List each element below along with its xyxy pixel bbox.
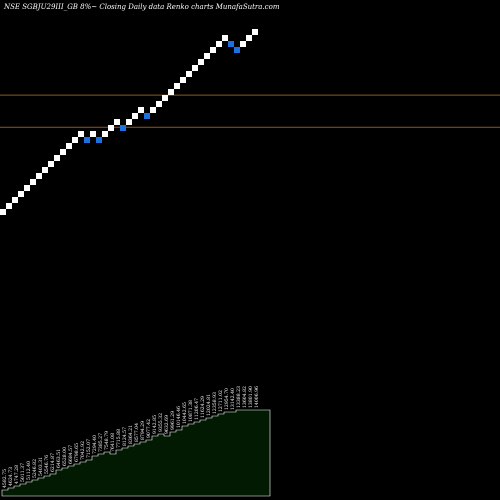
volume-label-35: 12358.93 [212, 392, 218, 414]
renko-brick-20 [120, 125, 126, 131]
renko-brick-15 [90, 131, 96, 137]
volume-label-28: 9961.29 [170, 411, 176, 430]
renko-brick-26 [156, 101, 162, 107]
volume-label-17: 7548.79 [104, 431, 110, 450]
renko-brick-24 [144, 113, 150, 119]
renko-brick-29 [174, 83, 180, 89]
renko-brick-36 [216, 41, 222, 47]
renko-brick-37 [222, 35, 228, 41]
volume-label-34: 12024.81 [206, 394, 212, 416]
renko-brick-10 [60, 149, 66, 155]
renko-brick-27 [162, 95, 168, 101]
volume-label-42: 14006.96 [254, 386, 260, 408]
renko-brick-0 [0, 209, 6, 215]
renko-brick-12 [72, 137, 78, 143]
volume-label-31: 10871.38 [188, 400, 194, 422]
volume-label-6: 5403.31 [38, 457, 44, 476]
volume-label-3: 5011.37 [20, 463, 26, 482]
volume-label-1: 4624.73 [8, 467, 14, 486]
renko-brick-7 [42, 167, 48, 173]
renko-brick-21 [126, 119, 132, 125]
volume-label-12: 6798.65 [74, 443, 80, 462]
volume-label-15: 7294.40 [92, 435, 98, 454]
renko-brick-17 [102, 131, 108, 137]
volume-label-8: 6214.87 [50, 453, 56, 472]
reference-lines [0, 94, 500, 128]
renko-brick-23 [138, 107, 144, 113]
renko-brick-5 [30, 179, 36, 185]
renko-brick-8 [48, 161, 54, 167]
volume-histogram [1, 409, 271, 497]
renko-brick-42 [252, 29, 258, 35]
volume-area [1, 409, 271, 497]
volume-label-9: 6463.51 [56, 449, 62, 468]
volume-label-37: 12954.70 [224, 388, 230, 410]
volume-label-23: 8794.29 [140, 421, 146, 440]
volume-label-38: 13142.40 [230, 388, 236, 410]
volume-label-22: 8577.04 [134, 423, 140, 442]
volume-label-33: 11624.29 [200, 396, 206, 418]
renko-brick-33 [198, 59, 204, 65]
volume-label-39: 13388.23 [236, 386, 242, 408]
volume-label-40: 13604.82 [242, 386, 248, 408]
volume-label-24: 9077.42 [146, 419, 152, 438]
renko-brick-32 [192, 65, 198, 71]
volume-label-13: 7042.92 [80, 441, 86, 460]
volume-label-26: 9355.32 [158, 413, 164, 432]
volume-label-2: 4747.28 [14, 465, 20, 484]
volume-label-14: 7152.07 [86, 439, 92, 458]
renko-brick-1 [6, 203, 12, 209]
renko-brick-28 [168, 89, 174, 95]
volume-label-4: 5112.40 [26, 461, 32, 480]
volume-label-32: 11206.47 [194, 398, 200, 420]
renko-brick-13 [78, 131, 84, 137]
volume-label-18: 7641.08 [110, 433, 116, 452]
volume-label-11: 6684.57 [68, 445, 74, 464]
renko-brick-11 [66, 143, 72, 149]
volume-label-7: 5546.76 [44, 455, 50, 474]
renko-brick-9 [54, 155, 60, 161]
volume-label-36: 12711.02 [218, 390, 224, 412]
renko-brick-3 [18, 191, 24, 197]
renko-brick-16 [96, 137, 102, 143]
renko-brick-18 [108, 125, 114, 131]
renko-brick-6 [36, 173, 42, 179]
volume-label-41: 13801.90 [248, 386, 254, 408]
renko-brick-35 [210, 47, 216, 53]
renko-brick-41 [246, 35, 252, 41]
renko-brick-39 [234, 47, 240, 53]
renko-brick-2 [12, 197, 18, 203]
renko-brick-31 [186, 71, 192, 77]
volume-label-20: 8124.57 [122, 427, 128, 446]
renko-brick-34 [204, 53, 210, 59]
chart-title: NSE SGBJU29III_GB 8%~ Closing Daily data… [3, 3, 280, 11]
renko-bricks [0, 29, 258, 215]
volume-label-5: 5246.82 [32, 459, 38, 478]
volume-label-19: 7715.88 [116, 429, 122, 448]
renko-brick-38 [228, 41, 234, 47]
volume-label-21: 8364.21 [128, 425, 134, 444]
renko-brick-4 [24, 185, 30, 191]
renko-brick-19 [114, 119, 120, 125]
volume-label-25: 9142.85 [152, 415, 158, 434]
renko-brick-14 [84, 137, 90, 143]
volume-label-10: 6528.00 [62, 447, 68, 466]
volume-label-29: 10146.46 [176, 406, 182, 428]
renko-brick-40 [240, 41, 246, 47]
renko-brick-25 [150, 107, 156, 113]
volume-label-30: 10442.65 [182, 402, 188, 424]
renko-brick-22 [132, 113, 138, 119]
volume-label-27: 9632.69 [164, 415, 170, 434]
volume-labels: 4582.75 4624.73 4747.28 5011.37 5112.40 5246.… [2, 386, 260, 488]
volume-label-16: 7385.27 [98, 433, 104, 452]
renko-brick-30 [180, 77, 186, 83]
volume-label-0: 4582.75 [2, 469, 8, 488]
